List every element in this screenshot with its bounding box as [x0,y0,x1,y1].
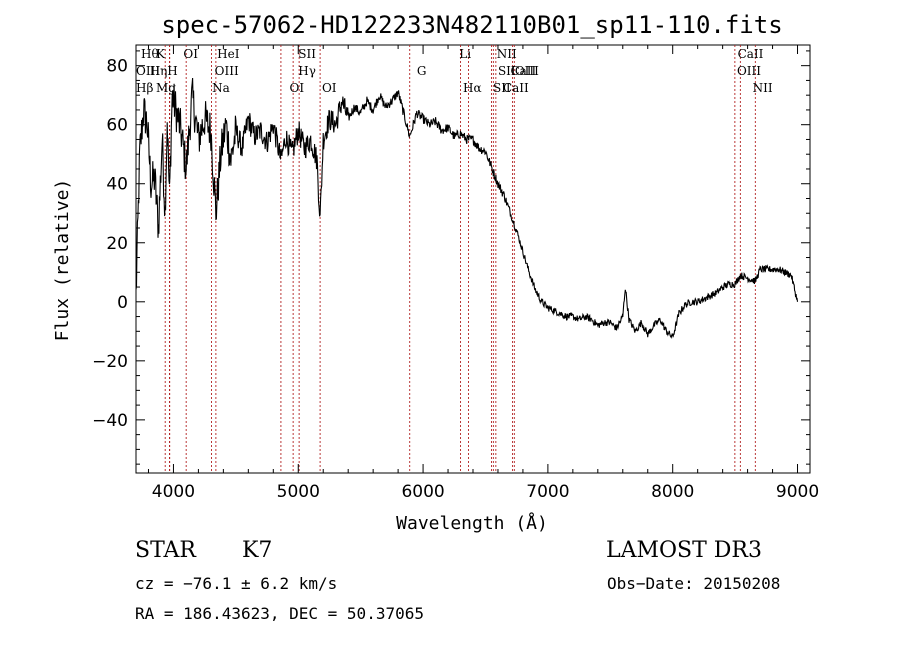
redshift-velocity: cz = −76.1 ± 6.2 km/s [135,574,338,593]
x-tick-label: 4000 [152,482,195,502]
line-label-23: SII [498,64,516,78]
flux-series-line [135,77,799,340]
line-label-6: Hη [150,64,168,78]
y-tick-label: −20 [92,352,128,372]
line-label-5: OIII [136,64,160,78]
line-label-25: CaII [503,81,529,95]
coordinates: RA = 186.43623, DEC = 50.37065 [135,604,424,623]
line-label-14: Mg [156,81,176,95]
x-tick-label: 6000 [401,482,444,502]
x-axis-ticks: 4000 5000 6000 7000 8000 9000 [147,45,819,502]
line-label-26: CaII [738,47,764,61]
spectral-line-markers [164,45,756,473]
y-tick-label: 0 [117,293,128,313]
survey-name: LAMOST DR3 [606,538,762,563]
y-tick-label: −40 [92,411,128,431]
object-class: STAR [135,538,196,563]
y-tick-label: 60 [106,116,128,136]
line-label-15: Na [212,81,230,95]
line-label-12: OIII [737,64,761,78]
line-label-21: Li [459,47,471,61]
y-tick-label: 80 [106,57,128,77]
line-label-8: OIII [215,64,239,78]
line-label-4: SII [298,47,316,61]
x-tick-label: 7000 [526,482,569,502]
line-label-3: HeI [217,47,240,61]
y-tick-label: 40 [106,175,128,195]
line-label-17: OI [322,81,337,95]
line-label-10: G [417,64,427,78]
x-tick-label: 8000 [651,482,694,502]
line-label-24: CaII [510,64,536,78]
x-tick-label: 5000 [277,482,320,502]
line-label-19: SII [493,81,511,95]
y-axis-ticks: −40 −20 0 20 40 60 80 [92,50,810,465]
line-label-20: NII [753,81,773,95]
y-axis-label: Flux (relative) [52,179,73,342]
plot-frame [135,44,811,474]
y-tick-label: 20 [106,234,128,254]
chart-title: spec-57062-HD122233N482110B01_sp11-110.f… [161,11,782,39]
line-label-22: NII [497,47,517,61]
x-tick-label: 9000 [776,482,819,502]
line-label-16: OI [290,81,305,95]
line-label-11: OIII [515,64,539,78]
x-axis-label: Wavelength (Å) [396,512,548,534]
line-label-9: Hγ [298,64,316,78]
line-label-2: OI [183,47,198,61]
line-label-7: H [167,64,177,78]
line-label-18: Hα [463,81,482,95]
observation-date: Obs−Date: 20150208 [607,574,781,593]
line-label-0: Hθ [141,47,159,61]
line-label-13: Hβ [136,81,153,95]
line-label-1: K [156,47,166,61]
object-subclass: K7 [242,538,273,563]
